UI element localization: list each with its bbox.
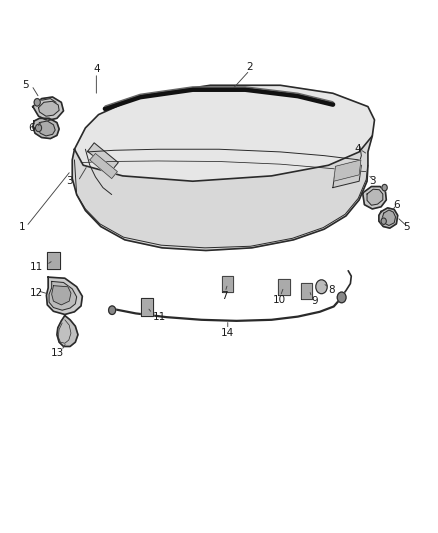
Text: 4: 4 xyxy=(93,64,100,74)
Text: 11: 11 xyxy=(152,312,166,322)
Text: 12: 12 xyxy=(30,288,43,298)
Circle shape xyxy=(381,218,386,224)
Polygon shape xyxy=(39,101,59,116)
Polygon shape xyxy=(382,210,396,225)
Text: 10: 10 xyxy=(273,295,286,305)
Circle shape xyxy=(109,306,116,314)
Polygon shape xyxy=(33,118,59,139)
Text: 2: 2 xyxy=(246,62,253,71)
Text: 7: 7 xyxy=(221,291,228,301)
Polygon shape xyxy=(88,143,118,171)
Polygon shape xyxy=(333,165,361,188)
Text: 8: 8 xyxy=(328,285,335,295)
Text: 13: 13 xyxy=(50,348,64,358)
Polygon shape xyxy=(334,160,361,181)
Polygon shape xyxy=(57,316,78,346)
Polygon shape xyxy=(33,97,64,120)
Polygon shape xyxy=(367,189,383,205)
Text: 9: 9 xyxy=(311,296,318,305)
Bar xyxy=(278,279,290,295)
Polygon shape xyxy=(46,277,82,314)
Circle shape xyxy=(34,99,40,106)
Bar xyxy=(301,283,312,299)
Text: 5: 5 xyxy=(22,80,29,90)
Polygon shape xyxy=(72,136,372,251)
Text: 5: 5 xyxy=(403,222,410,231)
Bar xyxy=(141,298,153,316)
Polygon shape xyxy=(74,85,374,181)
Text: 14: 14 xyxy=(221,328,234,338)
Circle shape xyxy=(316,280,327,294)
Circle shape xyxy=(35,124,42,132)
Text: 11: 11 xyxy=(30,262,43,271)
Polygon shape xyxy=(90,154,117,179)
Polygon shape xyxy=(52,286,71,305)
Circle shape xyxy=(337,292,346,303)
Bar xyxy=(47,252,60,269)
Bar xyxy=(222,276,233,292)
Polygon shape xyxy=(49,281,77,310)
Text: 3: 3 xyxy=(67,176,73,186)
Polygon shape xyxy=(379,208,398,228)
Text: 3: 3 xyxy=(369,176,375,186)
Circle shape xyxy=(382,184,387,191)
Text: 1: 1 xyxy=(18,222,25,231)
Text: 6: 6 xyxy=(393,200,400,210)
Polygon shape xyxy=(363,187,386,209)
Text: 6: 6 xyxy=(28,123,35,133)
Polygon shape xyxy=(38,121,55,136)
Text: 4: 4 xyxy=(355,144,361,154)
